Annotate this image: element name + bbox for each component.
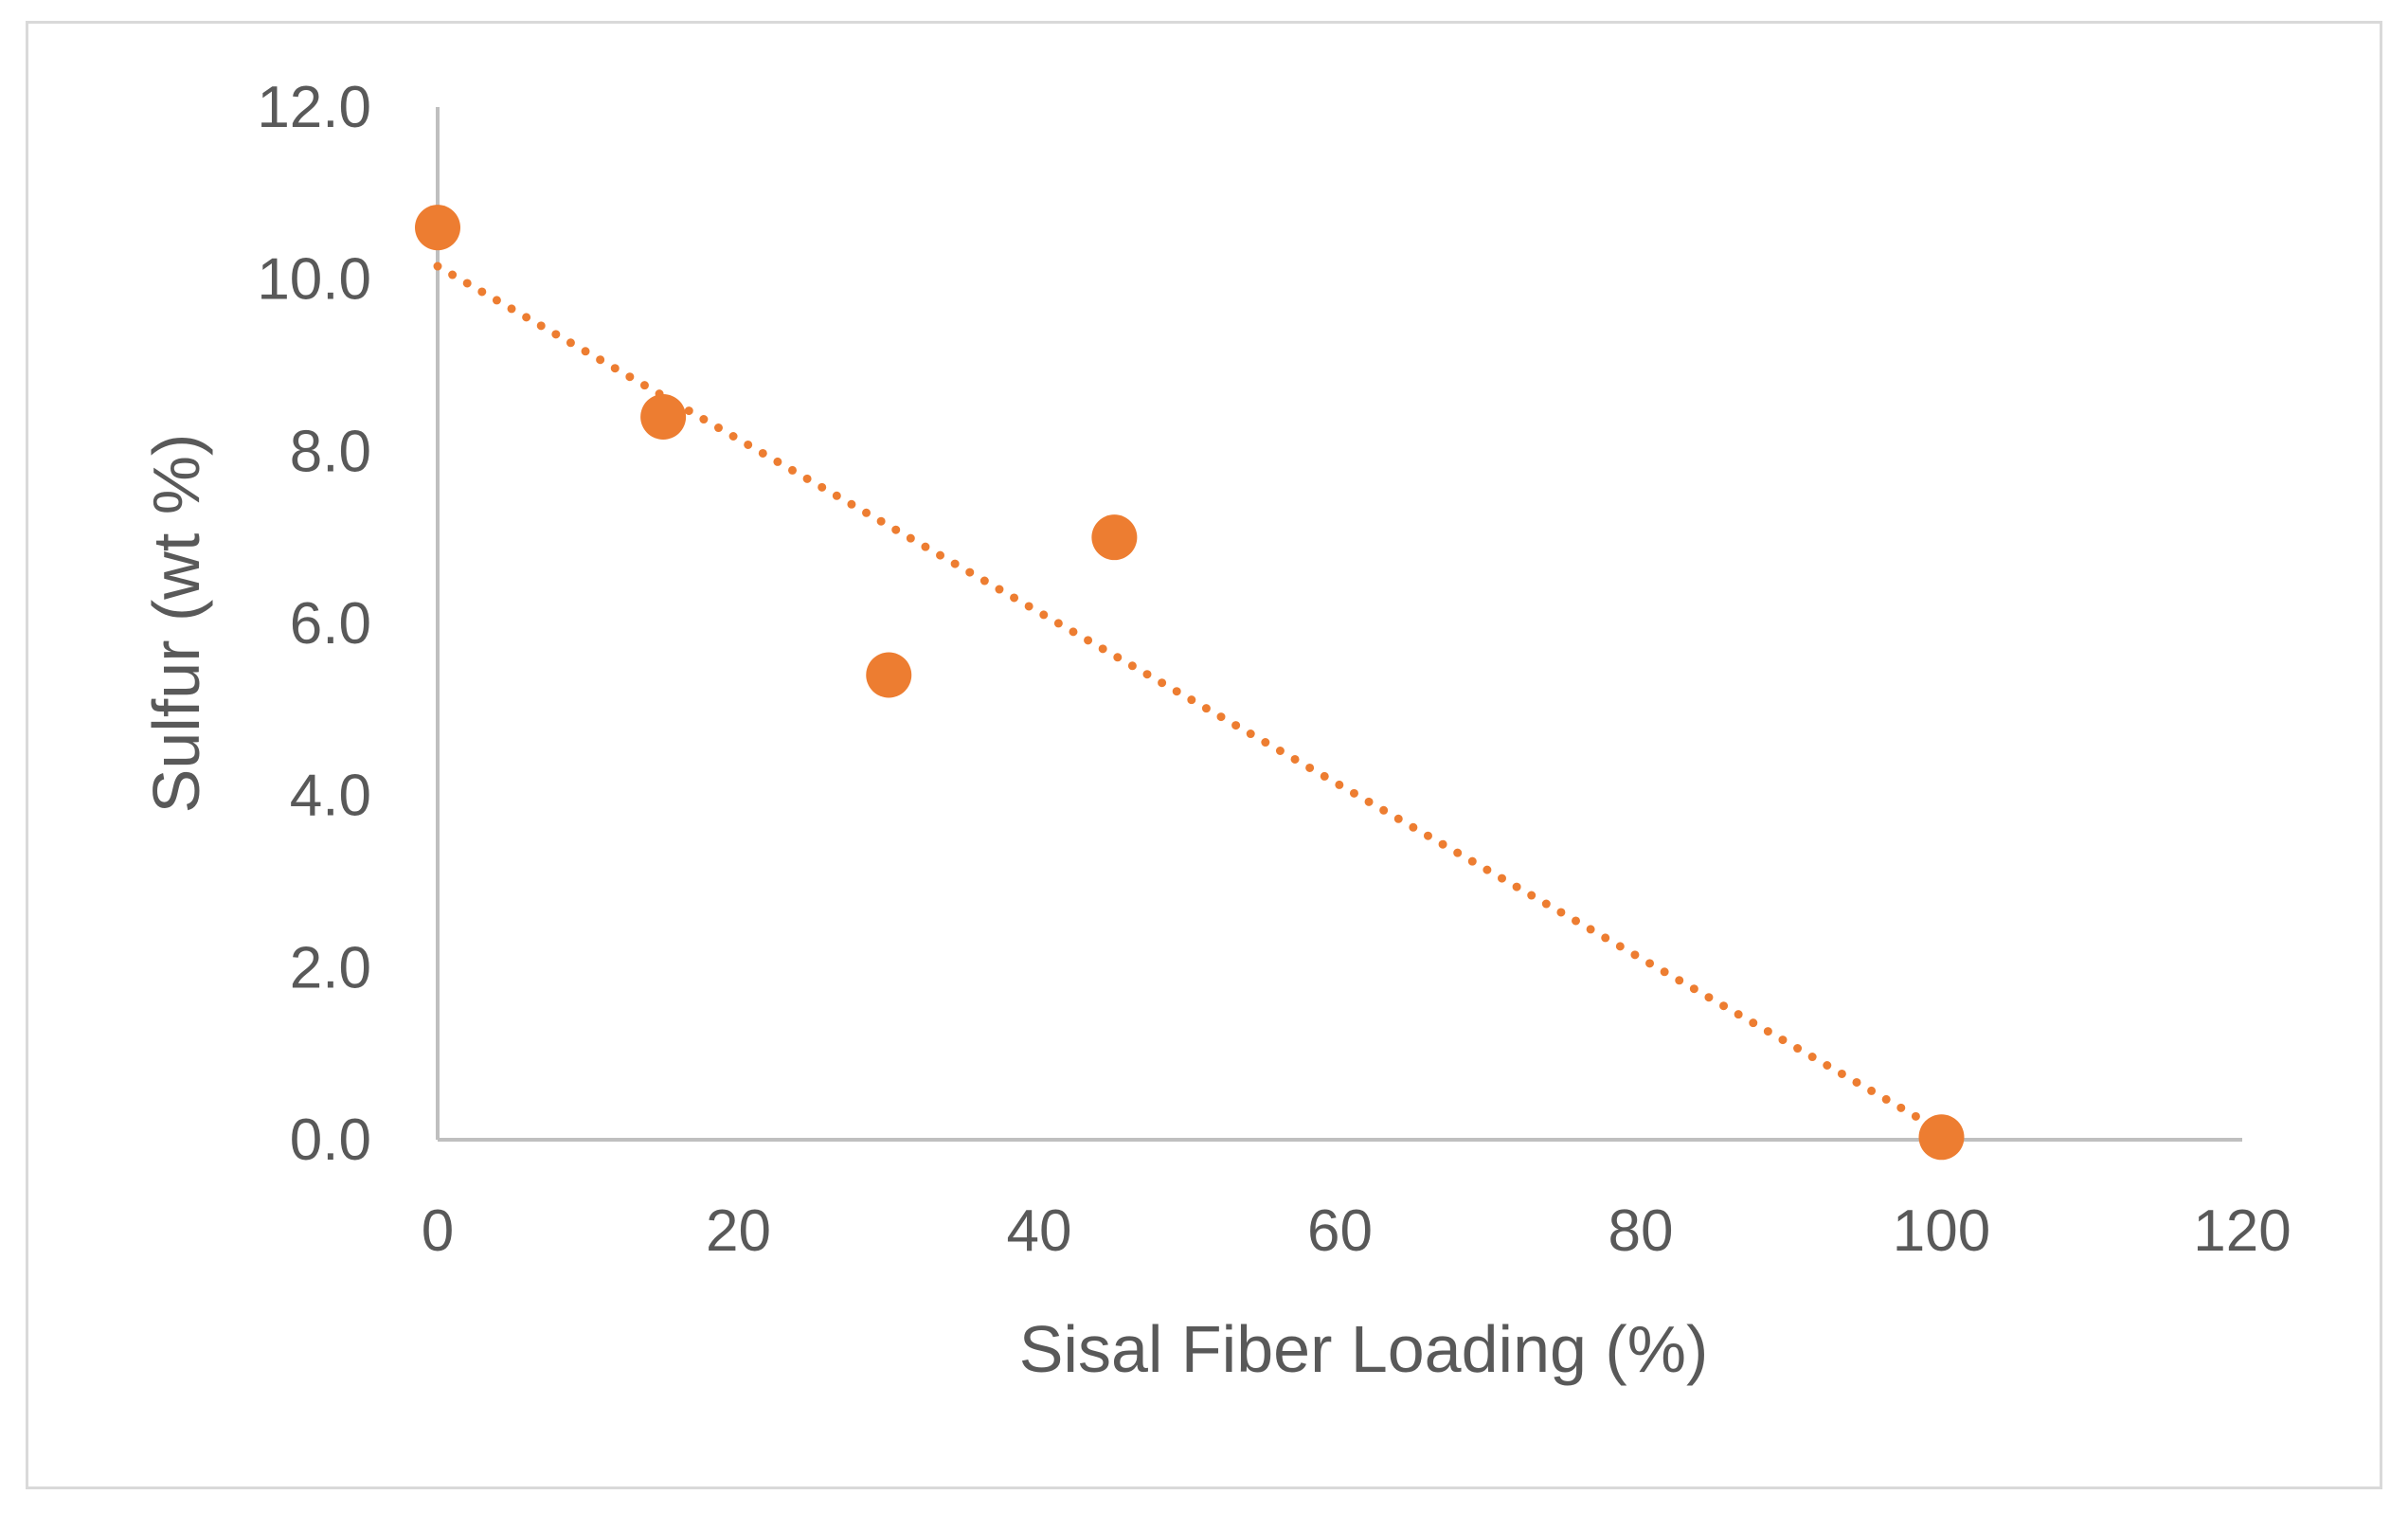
- y-tick-label: 0.0: [290, 1108, 371, 1173]
- y-axis-title: Sulfur (wt %): [139, 434, 213, 814]
- tick-labels: 0 20 40 60 80 100 120 0.0 2.0 4.0 6.0 8.0 10.0 12.0: [257, 75, 2291, 1264]
- trendline: [433, 261, 1946, 1136]
- x-tick-label: 60: [1307, 1198, 1373, 1264]
- x-tick-label: 120: [2193, 1198, 2291, 1264]
- data-point: [640, 394, 687, 440]
- axes: [436, 107, 2242, 1142]
- data-point: [1918, 1114, 1965, 1161]
- chart-frame: [26, 21, 2382, 1489]
- x-axis-title: Sisal Fiber Loading (%): [1019, 1312, 1709, 1386]
- y-tick-label: 4.0: [290, 764, 371, 829]
- x-tick-label: 100: [1893, 1198, 1990, 1264]
- data-point: [1091, 514, 1138, 561]
- y-tick-label: 2.0: [290, 935, 371, 1000]
- trendline-group: [433, 261, 1946, 1136]
- y-tick-label: 10.0: [257, 247, 371, 313]
- x-tick-label: 0: [422, 1198, 454, 1264]
- x-tick-label: 20: [706, 1198, 771, 1264]
- y-tick-label: 12.0: [257, 75, 371, 140]
- x-tick-label: 40: [1007, 1198, 1072, 1264]
- data-point: [415, 205, 460, 251]
- y-tick-label: 6.0: [290, 591, 371, 657]
- x-tick-label: 80: [1608, 1198, 1674, 1264]
- y-tick-label: 8.0: [290, 419, 371, 484]
- data-points: [415, 205, 1965, 1161]
- data-point: [866, 652, 912, 698]
